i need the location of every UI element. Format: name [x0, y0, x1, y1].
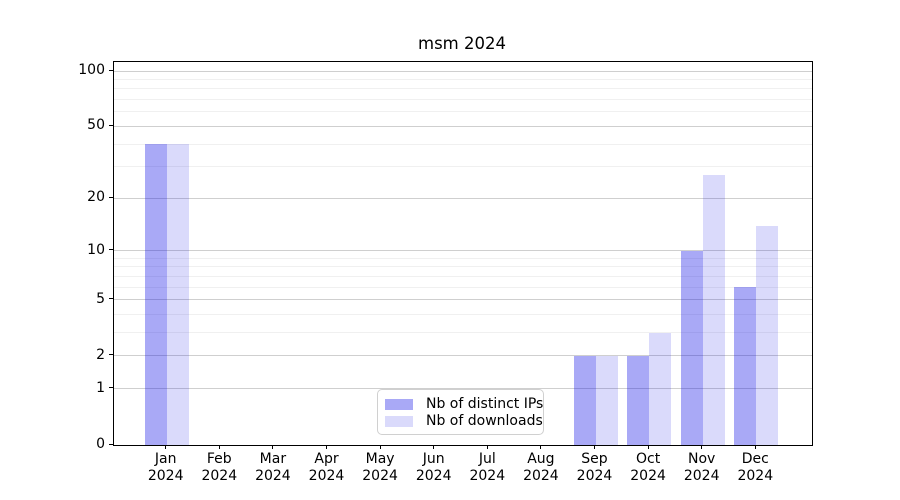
- bar-downloads-jan: [166, 144, 189, 445]
- y-tick-label-2: 2: [96, 346, 105, 363]
- x-tick-label-oct: Oct 2024: [630, 451, 666, 484]
- x-tick-mark-mar: [272, 445, 274, 449]
- x-tick-label-feb: Feb 2024: [201, 451, 238, 484]
- gridline-minor-9: [114, 257, 812, 259]
- x-tick-mark-nov: [701, 445, 703, 449]
- y-tick-label-50: 50: [87, 117, 105, 134]
- legend-swatch-distinct-ips: [385, 399, 413, 410]
- gridline-minor-90: [114, 79, 812, 81]
- bar-distinct-ips-dec: [734, 287, 757, 445]
- y-tick-label-20: 20: [87, 189, 105, 206]
- gridline-major-100: [114, 70, 812, 72]
- x-tick-mark-jun: [433, 445, 435, 449]
- x-tick-label-sep: Sep 2024: [576, 451, 613, 484]
- y-tick-label-1: 1: [96, 379, 105, 396]
- x-tick-mark-aug: [540, 445, 542, 449]
- x-tick-label-jul: Jul 2024: [469, 451, 506, 484]
- gridline-minor-60: [114, 111, 812, 113]
- bar-downloads-oct: [649, 332, 672, 445]
- x-tick-mark-apr: [326, 445, 327, 449]
- bar-downloads-dec: [756, 225, 779, 445]
- gridline-major-50: [114, 125, 812, 127]
- gridline-minor-40: [114, 143, 812, 145]
- gridline-minor-3: [114, 332, 812, 334]
- gridline-minor-8: [114, 266, 812, 268]
- x-tick-mark-jul: [486, 445, 488, 449]
- y-tick-mark-2: [109, 354, 113, 356]
- plot-area: [113, 61, 813, 446]
- gridline-major-1: [114, 388, 812, 390]
- y-tick-label-100: 100: [78, 62, 105, 79]
- x-tick-label-nov: Nov 2024: [683, 451, 720, 484]
- y-tick-mark-5: [109, 298, 113, 300]
- bar-downloads-sep: [595, 356, 618, 445]
- gridline-minor-6: [114, 286, 812, 288]
- y-tick-mark-100: [109, 69, 113, 71]
- chart-title: msm 2024: [418, 34, 506, 53]
- y-tick-mark-1: [109, 387, 113, 389]
- gridline-minor-4: [114, 314, 812, 316]
- x-tick-label-jun: Jun 2024: [415, 451, 452, 484]
- bar-distinct-ips-oct: [627, 356, 650, 445]
- gridline-major-10: [114, 250, 812, 252]
- x-tick-label-jan: Jan 2024: [147, 451, 184, 484]
- legend-label-downloads: Nb of downloads: [426, 413, 543, 429]
- x-tick-label-apr: Apr 2024: [308, 451, 345, 484]
- y-tick-label-5: 5: [96, 290, 105, 307]
- y-tick-label-10: 10: [87, 241, 105, 258]
- x-tick-label-may: May 2024: [362, 451, 398, 484]
- x-tick-mark-feb: [218, 445, 220, 449]
- bar-distinct-ips-sep: [573, 356, 596, 445]
- bar-distinct-ips-nov: [680, 250, 703, 445]
- y-tick-mark-0: [109, 443, 113, 445]
- gridline-major-20: [114, 197, 812, 199]
- legend-swatch-downloads: [385, 416, 413, 427]
- x-tick-mark-jan: [165, 445, 167, 449]
- x-tick-mark-may: [379, 445, 381, 449]
- legend: Nb of distinct IPs Nb of downloads: [377, 389, 544, 435]
- y-tick-mark-20: [109, 196, 113, 198]
- legend-label-distinct-ips: Nb of distinct IPs: [426, 396, 544, 412]
- legend-item-downloads: Nb of downloads: [385, 413, 543, 430]
- x-tick-mark-sep: [594, 445, 595, 449]
- y-tick-mark-10: [109, 249, 113, 251]
- bar-distinct-ips-jan: [144, 144, 167, 445]
- y-tick-label-0: 0: [96, 436, 105, 452]
- gridline-minor-70: [114, 99, 812, 101]
- gridline-minor-7: [114, 276, 812, 278]
- gridline-major-2: [114, 355, 812, 357]
- x-tick-label-aug: Aug 2024: [523, 451, 559, 484]
- bar-downloads-nov: [702, 175, 725, 445]
- x-tick-mark-oct: [647, 445, 649, 449]
- gridline-major-5: [114, 299, 812, 301]
- x-tick-label-mar: Mar 2024: [255, 451, 291, 484]
- legend-item-distinct-ips: Nb of distinct IPs: [385, 396, 543, 413]
- x-tick-mark-dec: [754, 445, 756, 449]
- gridline-minor-80: [114, 88, 812, 90]
- gridline-minor-30: [114, 166, 812, 168]
- x-tick-label-dec: Dec 2024: [737, 451, 774, 484]
- y-tick-mark-50: [109, 124, 113, 126]
